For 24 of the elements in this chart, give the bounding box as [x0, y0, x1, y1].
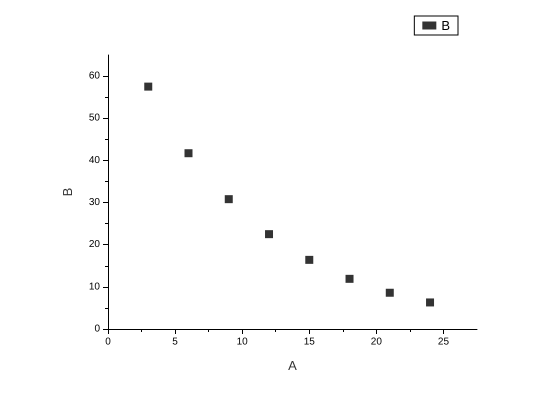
point	[224, 195, 233, 204]
x-tick-label: 20	[370, 336, 382, 348]
point	[184, 149, 193, 158]
y-tick-label: 20	[88, 239, 100, 250]
point	[386, 288, 394, 297]
y-tick-label: 50	[88, 112, 100, 124]
point	[346, 274, 354, 283]
x-axis-title: A	[288, 358, 298, 373]
x-tick-label: 10	[236, 336, 248, 348]
x-tick-label: 25	[438, 336, 450, 348]
x-tick-label: 5	[172, 336, 178, 348]
legend-label: B	[441, 18, 450, 33]
x-tick-label: 0	[105, 336, 112, 348]
point	[144, 82, 152, 91]
y-tick-label: 40	[88, 154, 100, 166]
y-axis-title: B	[60, 188, 75, 196]
y-tick-label: 10	[88, 281, 100, 292]
y-tick-label: 0	[94, 324, 100, 334]
point	[265, 230, 274, 238]
x-tick-label: 15	[304, 336, 316, 348]
y-tick-label: 30	[88, 197, 100, 208]
point	[426, 298, 434, 306]
y-tick-label: 60	[88, 70, 100, 82]
point	[305, 256, 314, 264]
